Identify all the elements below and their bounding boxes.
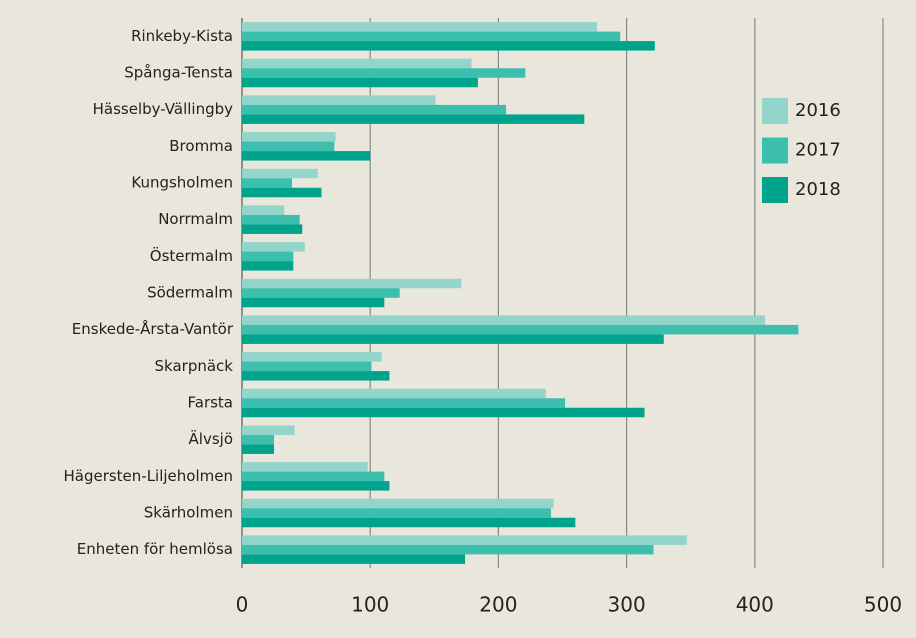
x-tick-label: 0 — [236, 593, 249, 617]
bar — [242, 481, 390, 491]
y-tick-label: Enskede-Årsta-Vantör — [72, 319, 234, 338]
x-tick-label: 500 — [864, 593, 902, 617]
bar — [242, 434, 275, 445]
bar — [242, 114, 585, 124]
bar — [242, 462, 368, 472]
bar — [242, 214, 300, 225]
bar — [242, 517, 576, 528]
y-tick-label: Hässelby-Vällingby — [93, 100, 234, 118]
y-tick-label: Hägersten-Liljeholmen — [63, 467, 233, 485]
bar — [242, 41, 655, 51]
y-tick-label: Rinkeby-Kista — [131, 27, 233, 45]
bar — [242, 77, 478, 88]
y-tick-label: Farsta — [188, 394, 234, 412]
legend-swatch — [762, 177, 788, 203]
bar — [242, 334, 664, 344]
bar — [242, 178, 292, 188]
y-tick-label: Östermalm — [150, 246, 233, 265]
x-tick-label: 300 — [608, 593, 646, 617]
y-tick-label: Spånga-Tensta — [124, 64, 233, 82]
bar — [242, 68, 526, 78]
bar — [242, 31, 621, 42]
y-tick-label: Södermalm — [147, 284, 233, 302]
bar — [242, 278, 462, 289]
y-tick-label: Bromma — [169, 137, 233, 155]
legend-label: 2018 — [795, 179, 841, 200]
bar — [242, 141, 335, 152]
y-tick-label: Skarpnäck — [155, 357, 234, 375]
bar — [242, 508, 551, 518]
bar — [242, 151, 371, 161]
bar — [242, 261, 294, 271]
x-tick-label: 200 — [479, 593, 517, 617]
bar — [242, 471, 385, 482]
bar — [242, 535, 687, 545]
bar — [242, 324, 799, 335]
bar — [242, 288, 400, 298]
bar — [242, 58, 472, 69]
bar — [242, 444, 275, 454]
x-tick-label: 400 — [736, 593, 774, 617]
bar — [242, 95, 436, 105]
bar — [242, 398, 566, 408]
bar — [242, 242, 305, 252]
legend-label: 2017 — [795, 140, 841, 161]
y-tick-label: Kungsholmen — [131, 174, 233, 192]
bar — [242, 224, 303, 234]
bar — [242, 22, 598, 32]
bar — [242, 388, 546, 399]
bar — [242, 132, 336, 142]
bar — [242, 498, 554, 509]
bar — [242, 251, 294, 262]
bar — [242, 352, 382, 362]
bar — [242, 297, 385, 308]
y-tick-label: Älvsjö — [189, 429, 233, 448]
bar — [242, 544, 654, 555]
y-tick-label: Norrmalm — [158, 210, 233, 228]
legend-swatch — [762, 137, 788, 164]
y-tick-label: Skärholmen — [144, 504, 233, 522]
bar — [242, 205, 285, 215]
bar — [242, 371, 390, 381]
bar — [242, 168, 318, 179]
y-tick-label: Enheten för hemlösa — [77, 540, 233, 558]
bar — [242, 361, 372, 372]
bar — [242, 554, 466, 564]
bar — [242, 187, 322, 198]
bar — [242, 104, 507, 115]
x-tick-label: 100 — [351, 593, 389, 617]
legend-label: 2016 — [795, 100, 841, 121]
bar — [242, 425, 295, 435]
legend-swatch — [762, 98, 788, 124]
bar — [242, 315, 766, 325]
bar — [242, 407, 645, 418]
